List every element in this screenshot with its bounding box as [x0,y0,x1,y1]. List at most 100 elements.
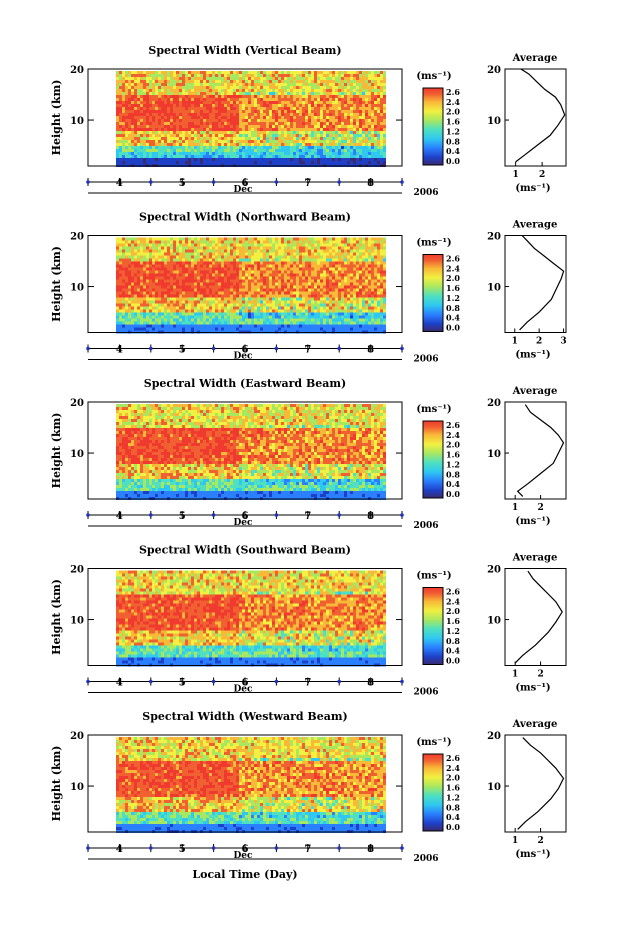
day-marker [275,680,279,684]
colorbar-tick-label: 2.0 [446,606,460,616]
day-marker [275,513,279,517]
x-axis-label: Dec [233,851,253,861]
panel-title: Spectral Width (Eastward Beam) [144,377,346,390]
colorbar-tick-label: 1.6 [446,117,460,127]
day-marker [400,347,404,351]
year-label: 2006 [413,188,438,198]
colorbar-tick-label: 0.0 [446,323,460,333]
heatmap [116,571,386,667]
day-marker [212,513,216,517]
colorbar-tick-label: 1.2 [446,792,460,802]
average-y-tick-label: 20 [487,731,501,742]
x-tick-label: 5 [179,511,186,522]
colorbar-tick-label: 1.2 [446,126,460,136]
x-tick-label: 4 [116,178,123,189]
colorbar-tick-label: 0.8 [446,469,460,479]
average-profile-line [518,405,564,497]
average-y-tick-label: 10 [487,116,501,127]
day-marker [86,513,90,517]
y-tick-label: 20 [70,232,84,243]
colorbar-tick-label: 2.0 [446,773,460,783]
heatmap [116,238,386,334]
y-tick-label: 10 [70,616,84,627]
average-x-tick-label: 2 [537,670,543,680]
heatmap [116,737,386,833]
average-y-tick-label: 10 [487,616,501,627]
x-tick-label: 8 [367,345,374,356]
average-x-tick-label: 2 [537,836,543,846]
average-frame [505,69,566,166]
colorbar-tick-label: 0.8 [446,303,460,313]
panel-5: Spectral Width (Westward Beam)2010Height… [50,710,566,864]
day-marker [400,680,404,684]
average-profile-line [520,236,564,330]
colorbar-tick-label: 0.8 [446,802,460,812]
colorbar-tick-label: 0.8 [446,136,460,146]
colorbar-tick-label: 2.6 [446,753,460,763]
colorbar-unit: (ms⁻¹) [416,71,451,82]
x-tick-label: 8 [367,511,374,522]
colorbar-tick-label: 0.0 [446,156,460,166]
day-marker [400,846,404,850]
colorbar-tick-label: 1.2 [446,626,460,636]
x-axis-title: Local Time (Day) [192,868,297,881]
colorbar [423,255,443,332]
average-x-tick-label: 1 [512,836,518,846]
colorbar-tick-label: 2.4 [446,596,460,606]
average-x-tick-label: 1 [512,670,518,680]
day-marker [337,180,341,184]
x-tick-label: 4 [116,844,123,855]
average-title: Average [512,386,558,397]
average-title: Average [512,53,558,64]
year-label: 2006 [413,854,438,864]
colorbar-tick-label: 0.0 [446,489,460,499]
average-x-label: (ms⁻¹) [515,849,550,860]
x-axis-label: Dec [233,518,253,528]
average-title: Average [512,719,558,730]
colorbar-tick-label: 0.0 [446,656,460,666]
day-marker [86,180,90,184]
y-tick-label: 20 [70,65,84,76]
colorbar-unit: (ms⁻¹) [416,404,451,415]
day-marker [212,846,216,850]
day-marker [149,180,153,184]
colorbar-unit: (ms⁻¹) [416,238,451,249]
year-label: 2006 [413,355,438,365]
day-marker [86,680,90,684]
day-marker [337,846,341,850]
x-tick-label: 4 [116,345,123,356]
day-marker [400,180,404,184]
y-axis-label: Height (km) [50,579,63,655]
colorbar-tick-label: 2.6 [446,587,460,597]
colorbar-tick-label: 2.0 [446,107,460,117]
day-marker [275,347,279,351]
y-axis-label: Height (km) [50,746,63,822]
panel-title: Spectral Width (Vertical Beam) [148,44,341,57]
colorbar-tick-label: 2.6 [446,254,460,264]
average-x-tick-label: 1 [512,503,518,513]
colorbar-tick-label: 2.4 [446,263,460,273]
colorbar-tick-label: 1.2 [446,459,460,469]
colorbar [423,421,443,498]
panel-2: Spectral Width (Northward Beam)2010Heigh… [50,211,567,365]
x-tick-label: 7 [304,178,311,189]
y-axis-label: Height (km) [50,80,63,156]
panel-title: Spectral Width (Northward Beam) [139,211,351,224]
day-marker [212,347,216,351]
x-tick-label: 7 [304,844,311,855]
average-x-label: (ms⁻¹) [515,516,550,527]
average-x-tick-label: 2 [539,170,545,180]
x-axis-label: Dec [233,352,253,362]
x-tick-label: 8 [367,678,374,689]
colorbar-tick-label: 2.4 [446,763,460,773]
y-tick-label: 10 [70,449,84,460]
y-tick-label: 20 [70,565,84,576]
average-x-tick-label: 3 [560,337,566,347]
x-tick-label: 4 [116,511,123,522]
average-title: Average [512,553,558,564]
average-x-tick-label: 1 [512,337,518,347]
colorbar-tick-label: 2.6 [446,87,460,97]
colorbar-tick-label: 2.4 [446,97,460,107]
day-marker [149,513,153,517]
colorbar [423,754,443,831]
